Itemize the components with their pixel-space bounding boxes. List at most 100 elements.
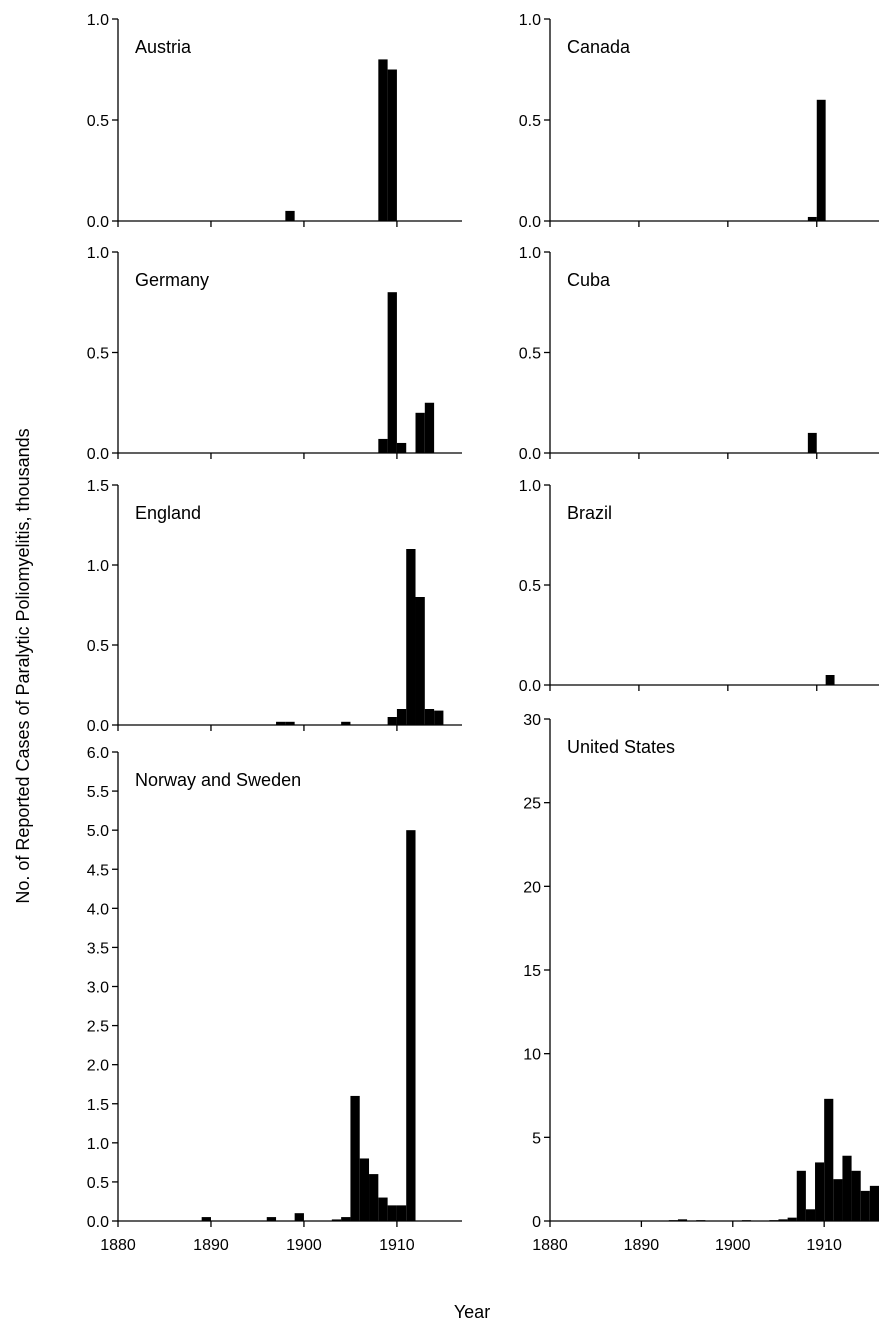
bar: [815, 1162, 825, 1221]
y-tick-label: 0.5: [87, 113, 109, 130]
x-tick-label: 1910: [806, 1237, 842, 1254]
y-tick-label: 0.0: [519, 214, 541, 231]
y-tick-label: 2.5: [87, 1019, 109, 1036]
bar: [350, 1095, 360, 1221]
bar: [276, 721, 286, 725]
panel-title: Canada: [567, 37, 631, 57]
bar: [266, 1217, 277, 1221]
bar: [424, 402, 435, 453]
bar: [816, 99, 826, 221]
bar: [359, 1158, 370, 1221]
y-tick-label: 1.0: [87, 12, 109, 29]
x-tick-label: 1880: [100, 1237, 136, 1254]
y-axis-title: No. of Reported Cases of Paralytic Polio…: [13, 428, 33, 903]
y-tick-label: 0.0: [87, 718, 109, 735]
bar: [396, 442, 407, 453]
bar: [396, 709, 407, 725]
y-tick-label: 10: [523, 1047, 541, 1064]
bar: [796, 1170, 806, 1221]
y-tick-label: 5.0: [87, 823, 109, 840]
bar: [824, 1098, 834, 1221]
bar: [378, 1197, 388, 1221]
bar: [378, 59, 388, 222]
y-tick-label: 1.5: [87, 1097, 109, 1114]
y-tick-label: 20: [523, 879, 541, 896]
panels: 0.0 0.5 1.0 Austria 0.0 0.5 1.0 Canada 0.0 0.5 1.0…: [87, 12, 879, 1254]
y-tick-label: 30: [523, 712, 541, 729]
panel-title: Germany: [135, 270, 209, 290]
bar: [415, 597, 425, 725]
y-tick-label: 0.5: [87, 346, 109, 363]
y-tick-label: 1.0: [87, 558, 109, 575]
y-tick-label: 2.0: [87, 1058, 109, 1075]
bar: [285, 721, 295, 725]
y-tick-label: 0.5: [87, 1175, 109, 1192]
bar: [341, 721, 351, 725]
x-axis-title: Year: [454, 1302, 490, 1322]
bar: [406, 830, 416, 1221]
x-tick-label: 1910: [379, 1237, 415, 1254]
bar: [842, 1155, 852, 1221]
bar: [406, 549, 416, 725]
bar: [825, 675, 835, 685]
panel-title: Brazil: [567, 503, 612, 523]
bar: [387, 292, 397, 453]
bar: [851, 1170, 861, 1221]
bar: [807, 216, 817, 221]
bar: [434, 710, 444, 725]
x-tick-label: 1890: [193, 1237, 229, 1254]
y-tick-label: 0.5: [519, 113, 541, 130]
panel-canada: 0.0 0.5 1.0 Canada: [519, 12, 879, 231]
bar: [378, 438, 388, 453]
bar: [285, 210, 295, 221]
bar: [387, 1205, 397, 1221]
panel-title: Norway and Sweden: [135, 770, 301, 790]
y-tick-label: 0.5: [519, 578, 541, 595]
y-tick-label: 0.0: [519, 678, 541, 695]
y-tick-label: 0.0: [87, 214, 109, 231]
bar: [424, 709, 435, 725]
panel-brazil: 0.0 0.5 1.0 Brazil: [519, 478, 879, 695]
y-tick-label: 0.5: [519, 346, 541, 363]
y-tick-label: 15: [523, 963, 541, 980]
bar: [331, 1219, 342, 1221]
y-tick-label: 3.5: [87, 940, 109, 957]
panel-title: United States: [567, 737, 675, 757]
bar: [369, 1174, 379, 1221]
panel-england: 0.0 0.5 1.0 1.5 England: [87, 478, 462, 735]
panel-norway-and-sweden: 0.0 0.5 1.0 1.5 2.0 2.5 3.0 3.5 4.0 4.5 5.0 5.5 6.0 1…: [87, 745, 462, 1254]
y-tick-label: 25: [523, 796, 541, 813]
y-tick-label: 1.0: [87, 1136, 109, 1153]
y-tick-label: 0.0: [87, 1214, 109, 1231]
panel-title: England: [135, 503, 201, 523]
y-tick-label: 1.0: [519, 12, 541, 29]
bar: [807, 432, 817, 453]
bar: [387, 717, 397, 725]
y-tick-label: 5.5: [87, 784, 109, 801]
y-tick-label: 3.0: [87, 980, 109, 997]
bar: [294, 1213, 304, 1221]
bar: [869, 1185, 879, 1221]
y-tick-label: 1.0: [519, 245, 541, 262]
y-tick-label: 5: [532, 1130, 541, 1147]
y-tick-label: 0: [532, 1214, 541, 1231]
bar: [201, 1217, 211, 1221]
panel-title: Austria: [135, 37, 192, 57]
x-tick-label: 1900: [715, 1237, 751, 1254]
panel-united-states: 0 5 10 15 20 25 30 1880 1890 1900 1910 United State…: [523, 712, 879, 1254]
bar: [396, 1205, 407, 1221]
panel-title: Cuba: [567, 270, 611, 290]
bar: [860, 1190, 870, 1221]
panel-cuba: 0.0 0.5 1.0 Cuba: [519, 245, 879, 463]
x-tick-label: 1900: [286, 1237, 322, 1254]
bar: [387, 69, 397, 221]
y-tick-label: 1.0: [87, 245, 109, 262]
panel-austria: 0.0 0.5 1.0 Austria: [87, 12, 462, 231]
x-tick-label: 1890: [624, 1237, 660, 1254]
y-tick-label: 1.5: [87, 478, 109, 495]
bar: [833, 1179, 843, 1221]
y-tick-label: 6.0: [87, 745, 109, 762]
x-tick-label: 1880: [532, 1237, 568, 1254]
y-tick-label: 4.5: [87, 862, 109, 879]
